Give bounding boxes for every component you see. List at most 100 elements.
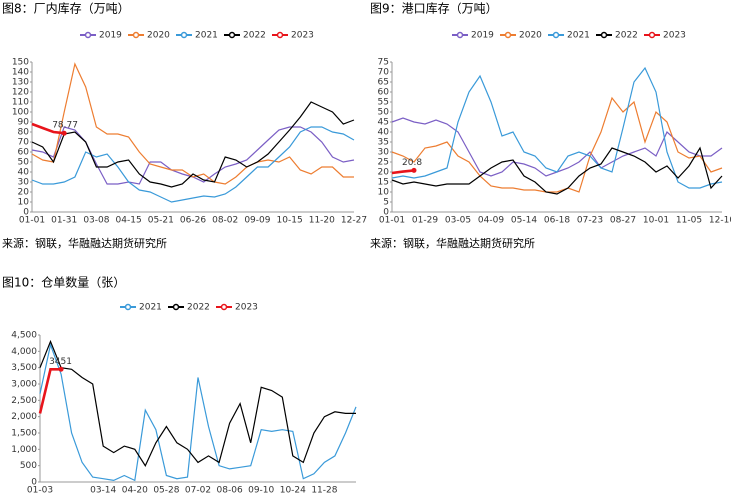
y-tick-label: 90: [18, 118, 30, 128]
legend-label: 2021: [139, 303, 162, 313]
x-tick-label: 10-24: [280, 486, 306, 496]
y-tick-label: 3,000: [11, 380, 37, 390]
y-tick-label: 5: [383, 198, 389, 208]
x-tick-label: 05-14: [511, 216, 537, 226]
x-tick-label: 08-27: [610, 216, 636, 226]
legend-marker: [648, 31, 656, 39]
x-tick-label: 04-20: [122, 486, 148, 496]
legend-marker: [124, 303, 132, 311]
y-tick-label: 30: [378, 148, 390, 158]
legend-label: 2019: [471, 31, 494, 41]
series-line: [39, 339, 356, 467]
y-tick-label: 10: [18, 198, 30, 208]
y-tick-label: 500: [20, 461, 37, 471]
y-tick-label: 4,000: [11, 347, 37, 357]
x-tick-label: 01-01: [379, 216, 405, 226]
point-marker: [61, 130, 67, 136]
legend-label: 2023: [235, 303, 258, 313]
y-tick-label: 110: [12, 98, 29, 108]
y-tick-label: 2,500: [11, 396, 37, 406]
x-tick-label: 01-29: [412, 216, 438, 226]
legend-marker: [228, 31, 236, 39]
series-line: [31, 62, 354, 185]
x-tick-label: 01-31: [51, 216, 77, 226]
x-tick-label: 09-09: [244, 216, 270, 226]
y-tick-label: 50: [378, 108, 390, 118]
legend-marker: [276, 31, 284, 39]
series-line: [391, 146, 723, 195]
chart-title: 图9：港口库存（万吨）: [370, 1, 498, 16]
y-tick-label: 0: [383, 208, 389, 218]
x-tick-label: 03-05: [445, 216, 471, 226]
y-tick-label: 3,500: [11, 363, 37, 373]
legend-label: 2023: [663, 31, 686, 41]
x-tick-label: 03-08: [83, 216, 109, 226]
x-tick-label: 07-02: [185, 486, 211, 496]
legend-label: 2022: [187, 303, 210, 313]
y-tick-label: 20: [18, 188, 30, 198]
x-tick-label: 03-14: [90, 486, 116, 496]
y-tick-label: 40: [378, 128, 390, 138]
source-note: 来源：钢联，华融融达期货研究所: [370, 236, 535, 250]
x-tick-label: 11-20: [309, 216, 335, 226]
y-tick-label: 35: [378, 138, 389, 148]
y-tick-label: 70: [18, 138, 30, 148]
y-tick-label: 0: [31, 478, 37, 488]
legend-marker: [180, 31, 188, 39]
value-label: 20.8: [402, 158, 422, 168]
x-tick-label: 05-21: [148, 216, 174, 226]
x-tick-label: 06-26: [180, 216, 206, 226]
x-tick-label: 04-15: [116, 216, 142, 226]
chart-title: 图8：厂内库存（万吨）: [2, 1, 130, 16]
y-tick-label: 2,000: [11, 412, 37, 422]
y-tick-label: 45: [378, 118, 389, 128]
series-line: [31, 126, 355, 203]
y-tick-label: 60: [18, 148, 30, 158]
legend-marker: [504, 31, 512, 39]
y-tick-label: 100: [12, 108, 29, 118]
y-tick-label: 40: [18, 168, 30, 178]
y-tick-label: 130: [12, 78, 29, 88]
point-marker: [411, 167, 417, 173]
y-tick-label: 55: [378, 98, 389, 108]
x-tick-label: 05-28: [153, 486, 179, 496]
y-tick-label: 75: [378, 58, 389, 68]
x-tick-label: 04-09: [478, 216, 504, 226]
x-tick-label: 01-01: [19, 216, 45, 226]
y-tick-label: 0: [23, 208, 29, 218]
series-line: [391, 96, 723, 193]
y-tick-label: 1,000: [11, 445, 37, 455]
y-tick-label: 65: [378, 78, 389, 88]
y-tick-label: 1,500: [11, 429, 37, 439]
series-line: [31, 101, 355, 188]
y-tick-label: 25: [378, 158, 389, 168]
legend-marker: [220, 303, 228, 311]
x-tick-label: 12-10: [709, 216, 731, 226]
y-tick-label: 15: [378, 178, 389, 188]
point-marker: [58, 366, 64, 372]
legend-label: 2021: [567, 31, 590, 41]
series-line: [391, 169, 415, 175]
x-tick-label: 08-06: [217, 486, 243, 496]
y-tick-label: 80: [18, 128, 30, 138]
legend-marker: [84, 31, 92, 39]
x-tick-label: 09-10: [248, 486, 274, 496]
series-line: [391, 66, 723, 189]
legend-marker: [456, 31, 464, 39]
value-label: 3451: [49, 357, 72, 367]
x-tick-label: 08-02: [212, 216, 238, 226]
y-tick-label: 30: [18, 178, 30, 188]
y-tick-label: 20: [378, 168, 390, 178]
series-line: [38, 368, 62, 414]
x-tick-label: 11-05: [676, 216, 702, 226]
series-line: [31, 126, 355, 185]
source-note: 来源：钢联，华融融达期货研究所: [2, 236, 167, 250]
legend-marker: [172, 303, 180, 311]
x-tick-label: 06-18: [544, 216, 570, 226]
series-line: [39, 342, 357, 482]
y-tick-label: 10: [378, 188, 390, 198]
series-line: [31, 122, 65, 135]
y-tick-label: 50: [18, 158, 30, 168]
y-tick-label: 70: [378, 68, 390, 78]
